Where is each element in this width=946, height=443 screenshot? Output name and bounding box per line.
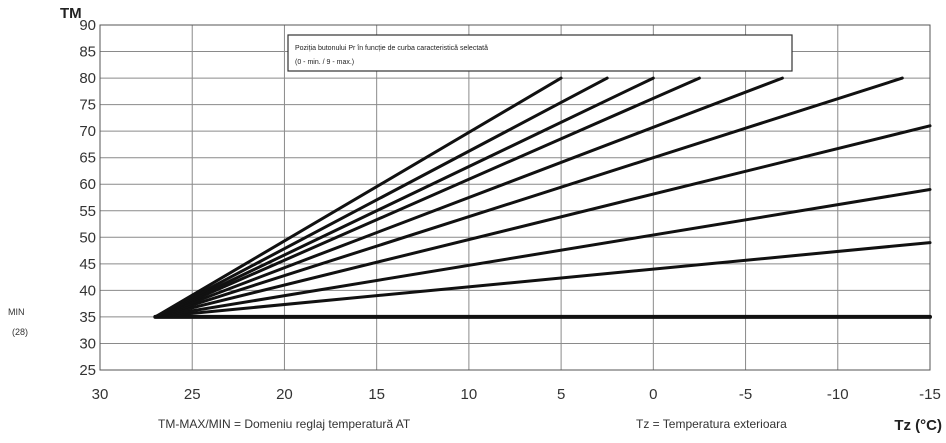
series-line-8 bbox=[153, 76, 609, 319]
y-tick-label: 60 bbox=[79, 176, 96, 193]
series-line-7 bbox=[153, 76, 655, 319]
legend-box: Poziția butonului Pr în funcție de curba… bbox=[287, 34, 793, 72]
y-tick-label: 85 bbox=[79, 44, 96, 61]
y-tick-label: 45 bbox=[79, 256, 96, 273]
y-tick-label: 65 bbox=[79, 150, 96, 167]
y-tick-label: 75 bbox=[79, 97, 96, 114]
y-tick-label: 90 bbox=[79, 17, 96, 34]
y-tick-label: 55 bbox=[79, 203, 96, 220]
y-tick-label: 80 bbox=[79, 70, 96, 87]
min-label: MIN bbox=[8, 307, 25, 317]
x-tick-label: 10 bbox=[461, 386, 478, 403]
x-tick-label: 0 bbox=[649, 386, 657, 403]
series-line-6 bbox=[153, 76, 701, 319]
legend-line-1: Poziția butonului Pr în funcție de curba… bbox=[295, 45, 488, 52]
x-tick-label: 5 bbox=[557, 386, 565, 403]
y-tick-label: 25 bbox=[79, 362, 96, 379]
x-tick-label: 25 bbox=[184, 386, 201, 403]
series-line-3 bbox=[153, 124, 932, 319]
x-tick-label: -10 bbox=[827, 386, 849, 403]
series-line-5 bbox=[153, 76, 784, 319]
series-line-2 bbox=[153, 188, 932, 319]
x-axis-title: Tz (°C) bbox=[894, 417, 942, 434]
series-line-1 bbox=[153, 241, 932, 319]
min-value: (28) bbox=[12, 327, 28, 337]
y-tick-label: 70 bbox=[79, 123, 96, 140]
x-tick-label: 30 bbox=[92, 386, 109, 403]
y-tick-label: 40 bbox=[79, 282, 96, 299]
y-axis-title: TM bbox=[60, 5, 82, 22]
x-tick-label: 15 bbox=[368, 386, 385, 403]
footnote-right: Tz = Temperatura exterioara bbox=[636, 417, 787, 431]
series-line-9 bbox=[153, 76, 563, 319]
y-tick-label: 30 bbox=[79, 335, 96, 352]
plot-frame bbox=[99, 24, 931, 371]
y-tick-label: 35 bbox=[79, 309, 96, 326]
footnote-left: TM-MAX/MIN = Domeniu reglaj temperatură … bbox=[158, 417, 411, 431]
x-tick-label: 20 bbox=[276, 386, 293, 403]
legend-line-2: (0 - min. / 9 - max.) bbox=[295, 59, 354, 66]
x-tick-label: -5 bbox=[739, 386, 752, 403]
x-tick-label: -15 bbox=[919, 386, 941, 403]
y-tick-label: 50 bbox=[79, 229, 96, 246]
series-line-4 bbox=[153, 76, 904, 319]
series-group bbox=[153, 76, 932, 319]
